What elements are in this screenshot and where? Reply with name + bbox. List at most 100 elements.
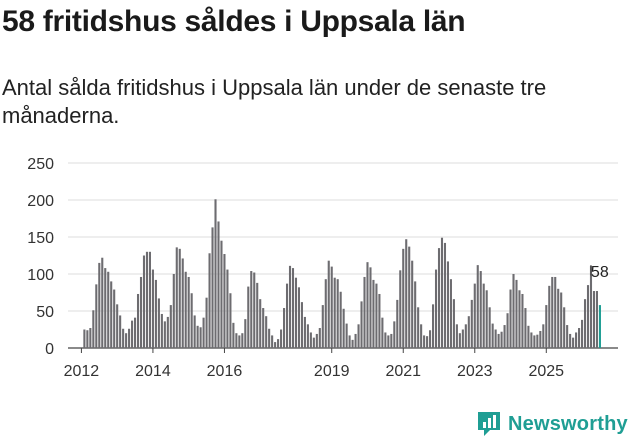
bar	[360, 301, 363, 348]
bar	[530, 332, 533, 348]
bar	[354, 333, 357, 348]
bar	[426, 336, 429, 348]
bar	[163, 321, 166, 348]
bar	[86, 330, 89, 348]
chart-subtitle: Antal sålda fritidshus i Uppsala län und…	[2, 75, 547, 128]
bar	[592, 291, 596, 348]
bar	[503, 325, 506, 348]
x-tick-label: 2012	[64, 363, 100, 380]
bar	[575, 332, 578, 348]
bar	[268, 328, 271, 348]
bar	[366, 262, 369, 348]
annotation-label: 58	[591, 264, 609, 281]
bar	[312, 337, 315, 348]
bar	[533, 335, 536, 348]
bar	[327, 260, 330, 348]
bar	[196, 325, 199, 348]
bar	[232, 322, 235, 348]
bar	[429, 330, 432, 348]
y-tick-label: 200	[27, 193, 54, 210]
bar	[208, 253, 211, 348]
bar	[509, 289, 512, 348]
bar	[560, 292, 563, 348]
bar	[241, 333, 244, 348]
bar	[524, 308, 527, 348]
bar	[396, 299, 399, 348]
bar	[244, 319, 247, 348]
bar	[125, 333, 128, 348]
bar	[83, 329, 86, 348]
bar	[223, 254, 226, 348]
bar	[280, 329, 283, 348]
bar	[339, 291, 342, 348]
bar	[309, 332, 312, 348]
newsworthy-logo[interactable]: Newsworthy	[476, 408, 628, 440]
bar	[142, 255, 146, 348]
bar	[98, 262, 101, 348]
bar	[277, 339, 280, 348]
bar	[557, 288, 560, 348]
bar	[399, 270, 402, 348]
bar	[512, 274, 515, 348]
bar	[595, 291, 598, 348]
bar	[536, 334, 539, 348]
bar	[271, 335, 274, 348]
bar	[184, 271, 187, 348]
y-tick-label: 0	[45, 341, 54, 358]
bar	[423, 335, 426, 348]
bar	[390, 333, 393, 348]
bar	[384, 332, 387, 348]
bar	[420, 324, 423, 348]
bar	[265, 316, 268, 348]
bar	[408, 246, 411, 348]
bar	[470, 299, 473, 348]
bar	[145, 251, 149, 348]
bar	[333, 277, 336, 348]
bar	[128, 328, 131, 348]
bar	[259, 299, 262, 348]
bar	[95, 284, 98, 348]
x-tick-label: 2021	[385, 363, 421, 380]
bar	[116, 304, 119, 348]
bar	[363, 276, 366, 348]
bar	[217, 221, 220, 348]
bar	[572, 337, 575, 348]
bar	[256, 282, 259, 348]
bar	[262, 308, 265, 348]
bar	[432, 304, 435, 348]
bar	[521, 293, 524, 348]
bar	[148, 251, 151, 348]
bar	[253, 272, 256, 348]
y-tick-label: 150	[27, 230, 54, 247]
bar	[554, 276, 557, 348]
bar	[351, 339, 354, 348]
bar	[321, 305, 324, 348]
bar	[455, 324, 458, 348]
bar	[166, 316, 169, 348]
x-tick-label: 2014	[135, 363, 171, 380]
bar	[181, 258, 184, 348]
bar	[151, 269, 154, 348]
bar	[569, 333, 572, 348]
bar	[527, 325, 530, 348]
bar	[178, 248, 181, 348]
bar	[220, 240, 223, 348]
bar	[497, 333, 500, 348]
bar	[294, 277, 298, 348]
bar	[405, 239, 408, 348]
bar	[193, 315, 196, 348]
bar	[387, 335, 390, 348]
bar	[566, 325, 569, 348]
bar	[169, 305, 172, 348]
bar	[172, 274, 175, 348]
bar	[288, 265, 292, 348]
bar	[330, 266, 333, 348]
bar	[485, 290, 488, 348]
bar	[175, 247, 178, 348]
bar	[306, 324, 309, 348]
brand-label: Newsworthy	[508, 412, 628, 435]
y-tick-label: 50	[36, 304, 54, 321]
bar	[154, 279, 157, 348]
bar	[476, 265, 479, 348]
bar	[479, 271, 482, 348]
